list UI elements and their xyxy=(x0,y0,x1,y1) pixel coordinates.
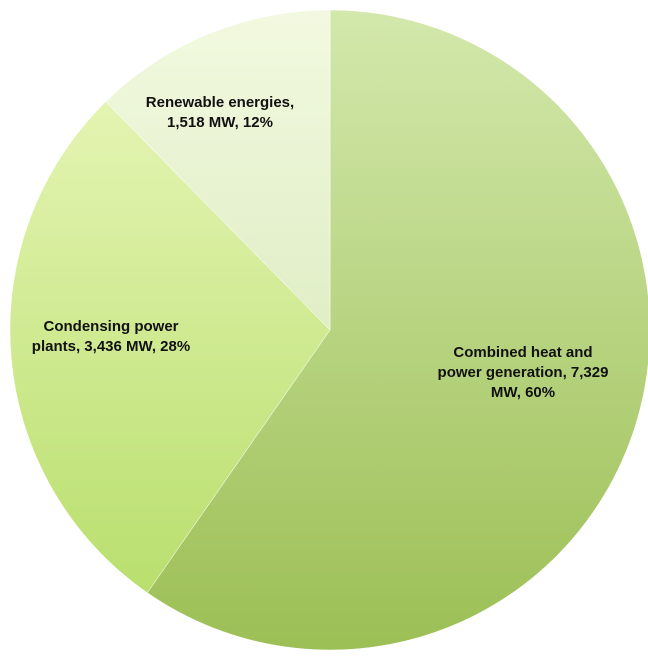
slice-renewable-energies xyxy=(105,9,331,331)
slice-label-line: 1,518 MW, 12% xyxy=(167,114,273,131)
slice-condensing-power-plants xyxy=(9,101,331,594)
slice-label-line: Combined heat and xyxy=(453,344,593,361)
slice-label-renewable-energies: Renewable energies, 1,518 MW, 12% xyxy=(122,93,318,133)
slice-label-line: Condensing power xyxy=(43,318,179,335)
slice-label-line: plants, 3,436 MW, 28% xyxy=(31,338,191,355)
slice-label-combined-heat-and-power: Combined heat and power generation, 7,32… xyxy=(416,343,630,403)
slice-label-condensing-power-plants: Condensing power plants, 3,436 MW, 28% xyxy=(0,317,222,357)
slice-combined-heat-and-power xyxy=(147,9,648,651)
slice-label-line: power generation, 7,329 xyxy=(437,364,609,381)
slice-label-line: Renewable energies, xyxy=(145,94,295,111)
slice-label-line: MW, 60% xyxy=(490,384,556,401)
